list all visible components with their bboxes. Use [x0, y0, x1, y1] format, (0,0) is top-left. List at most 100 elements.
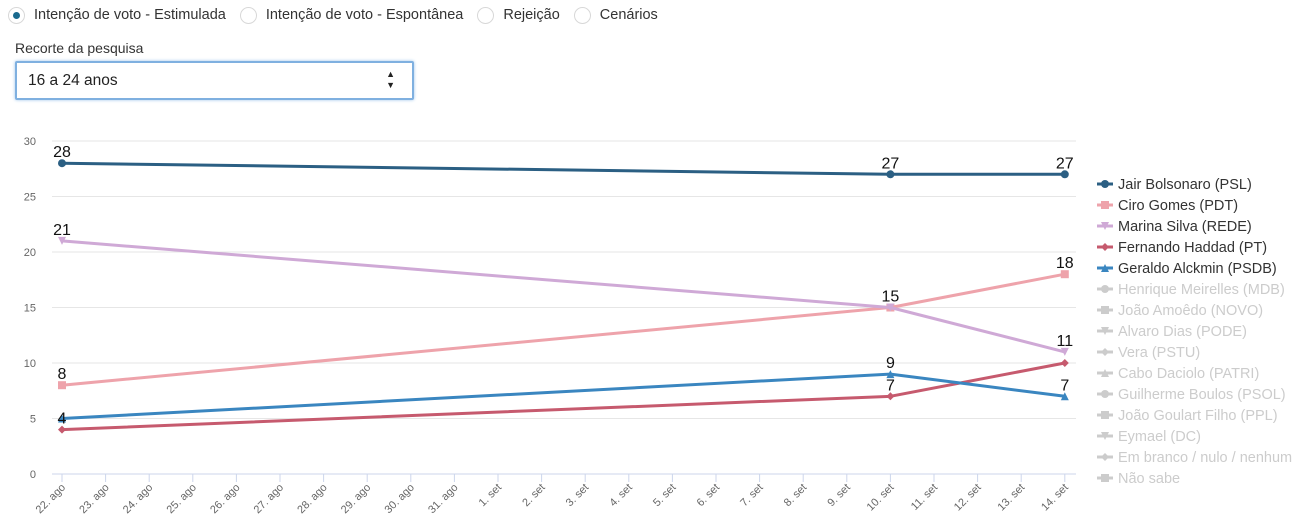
data-label: 15: [882, 289, 900, 306]
marker-circle: [58, 159, 66, 168]
x-tick-label: 28. ago: [295, 482, 329, 516]
marker-circle: [886, 170, 895, 179]
legend-item[interactable]: Guilherme Boulos (PSOL): [1097, 387, 1286, 403]
legend-label: Ciro Gomes (PDT): [1118, 198, 1238, 214]
legend-item[interactable]: Ciro Gomes (PDT): [1097, 198, 1238, 214]
data-label: 21: [53, 222, 71, 239]
legend-item[interactable]: Cabo Daciolo (PATRI): [1097, 366, 1259, 382]
x-tick-label: 11. set: [909, 482, 940, 513]
legend-label: Alvaro Dias (PODE): [1118, 324, 1247, 340]
marker-triangle-down: [886, 303, 895, 312]
legend-label: Cabo Daciolo (PATRI): [1118, 366, 1259, 382]
legend-item[interactable]: Henrique Meirelles (MDB): [1097, 282, 1285, 298]
legend-item[interactable]: Em branco / nulo / nenhum: [1097, 450, 1292, 466]
radio-estimulada[interactable]: Intenção de voto - Estimulada: [8, 6, 226, 24]
legend-item[interactable]: Alvaro Dias (PODE): [1097, 324, 1247, 340]
legend-item[interactable]: João Goulart Filho (PPL): [1097, 408, 1278, 424]
radio-label: Rejeição: [503, 7, 560, 23]
legend-item[interactable]: Não sabe: [1097, 471, 1180, 487]
x-tick-label: 2. set: [520, 482, 548, 510]
data-label: 9: [886, 355, 895, 372]
y-tick-label: 25: [24, 192, 36, 204]
y-tick-label: 0: [30, 469, 36, 481]
x-tick-label: 8. set: [782, 482, 810, 510]
series-jair-bolsonaro-psl: [58, 159, 1069, 179]
data-label: 11: [1056, 333, 1073, 350]
series-line: [61, 372, 1065, 420]
legend-label: Geraldo Alckmin (PSDB): [1118, 261, 1277, 277]
data-labels: 28 27 27 8 15 18 21 11 4 7 9 7: [53, 144, 1074, 427]
data-label: 27: [1056, 155, 1074, 172]
series-geraldo-alckmin-psdb: [58, 370, 1069, 423]
marker-triangle: [1101, 369, 1109, 377]
chart-grid: [52, 140, 1076, 419]
x-tick-label: 4. set: [607, 482, 635, 510]
x-tick-label: 26. ago: [208, 482, 242, 516]
x-tick-label: 6. set: [695, 482, 723, 510]
select-arrows-icon: ▲ ▼: [386, 69, 395, 90]
data-label: 18: [1056, 255, 1074, 272]
x-tick-label: 12. set: [952, 482, 984, 514]
legend-item[interactable]: João Amoêdo (NOVO): [1097, 303, 1263, 319]
x-tick-label: 9. set: [825, 482, 853, 510]
marker-triangle: [58, 414, 66, 423]
x-tick-label: 24. ago: [121, 482, 155, 516]
marker-diamond: [1060, 359, 1069, 367]
x-tick-label: 7. set: [738, 482, 766, 510]
radio-circle-icon[interactable]: [477, 6, 495, 24]
legend-label: Marina Silva (REDE): [1118, 219, 1252, 235]
data-label: 27: [882, 155, 900, 172]
marker-triangle-down: [1060, 347, 1069, 356]
series-fernando-haddad-pt: [58, 359, 1069, 434]
radio-label: Intenção de voto - Espontânea: [265, 7, 464, 23]
radio-rejeicao[interactable]: Rejeição: [477, 6, 560, 24]
marker-diamond: [1101, 243, 1109, 251]
marker-square: [1101, 306, 1109, 314]
radio-circle-icon[interactable]: [573, 6, 591, 24]
marker-circle: [1101, 180, 1109, 188]
y-tick-label: 10: [24, 358, 36, 370]
radio-label: Cenários: [599, 7, 658, 23]
series-line: [61, 239, 1066, 354]
legend-label: Eymael (DC): [1118, 429, 1201, 445]
x-tick-label: 31. ago: [426, 482, 460, 516]
data-label: 7: [1060, 377, 1069, 394]
legend-label: João Amoêdo (NOVO): [1118, 303, 1263, 319]
legend-item[interactable]: Eymael (DC): [1097, 429, 1201, 445]
x-tick-label: 25. ago: [164, 482, 198, 516]
data-label: 4: [58, 411, 67, 428]
survey-type-radio-group: Intenção de voto - Estimulada Intenção d…: [8, 4, 672, 26]
marker-triangle-down: [1101, 432, 1109, 440]
radio-cenarios[interactable]: Cenários: [573, 6, 658, 24]
x-tick-label: 3. set: [564, 482, 592, 510]
marker-circle: [1101, 285, 1109, 293]
legend-item[interactable]: Jair Bolsonaro (PSL): [1097, 177, 1252, 193]
y-tick-label: 15: [24, 303, 36, 315]
legend-label: Jair Bolsonaro (PSL): [1118, 177, 1252, 193]
y-tick-label: 30: [24, 136, 36, 148]
legend-item[interactable]: Fernando Haddad (PT): [1097, 240, 1267, 256]
filter-select-value: 16 a 24 anos: [28, 72, 118, 89]
legend-label: Fernando Haddad (PT): [1118, 240, 1267, 256]
series-ciro-gomes-pdt: [58, 270, 1069, 390]
marker-triangle: [886, 370, 895, 379]
radio-circle-icon[interactable]: [239, 6, 257, 24]
marker-square: [1101, 474, 1109, 482]
marker-diamond: [1101, 453, 1109, 461]
legend-item[interactable]: Geraldo Alckmin (PSDB): [1097, 261, 1277, 277]
radio-espontanea[interactable]: Intenção de voto - Espontânea: [239, 6, 464, 24]
marker-circle: [1101, 390, 1109, 398]
legend-item[interactable]: Vera (PSTU): [1097, 345, 1200, 361]
x-tick-label: 14. set: [1039, 482, 1071, 514]
x-tick-label: 5. set: [651, 482, 679, 510]
marker-triangle: [1101, 264, 1109, 272]
filter-label: Recorte da pesquisa: [15, 40, 144, 56]
legend-label: Em branco / nulo / nenhum: [1118, 450, 1292, 466]
filter-select[interactable]: 16 a 24 anos ▲ ▼: [15, 61, 414, 100]
data-label: 8: [58, 366, 67, 383]
legend-item[interactable]: Marina Silva (REDE): [1097, 219, 1252, 235]
series-line: [61, 161, 1065, 176]
radio-circle-icon[interactable]: [8, 6, 25, 24]
legend-label: Guilherme Boulos (PSOL): [1118, 387, 1286, 403]
